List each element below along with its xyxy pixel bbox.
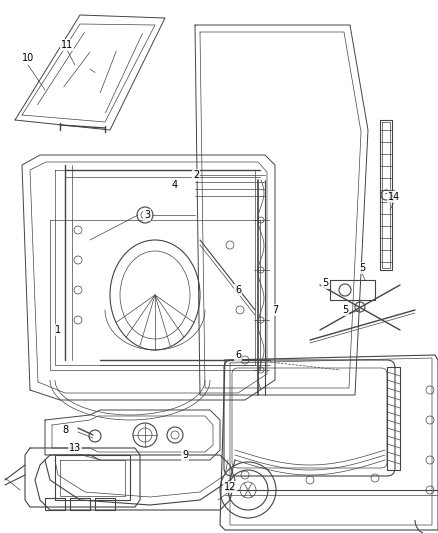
Text: 9: 9	[182, 450, 188, 460]
Text: 14: 14	[388, 192, 400, 202]
Text: 1: 1	[55, 325, 61, 335]
Text: 13: 13	[69, 443, 81, 453]
Text: 10: 10	[22, 53, 34, 63]
Text: 5: 5	[322, 278, 328, 288]
Text: 6: 6	[235, 285, 241, 295]
Text: 3: 3	[144, 210, 150, 220]
Text: 6: 6	[235, 350, 241, 360]
Text: 2: 2	[193, 170, 199, 180]
Text: 12: 12	[224, 482, 236, 492]
Text: 4: 4	[172, 180, 178, 190]
Text: 8: 8	[62, 425, 68, 435]
Text: 5: 5	[359, 263, 365, 273]
Text: 5: 5	[342, 305, 348, 315]
Text: 7: 7	[272, 305, 278, 315]
Text: 11: 11	[61, 40, 73, 50]
